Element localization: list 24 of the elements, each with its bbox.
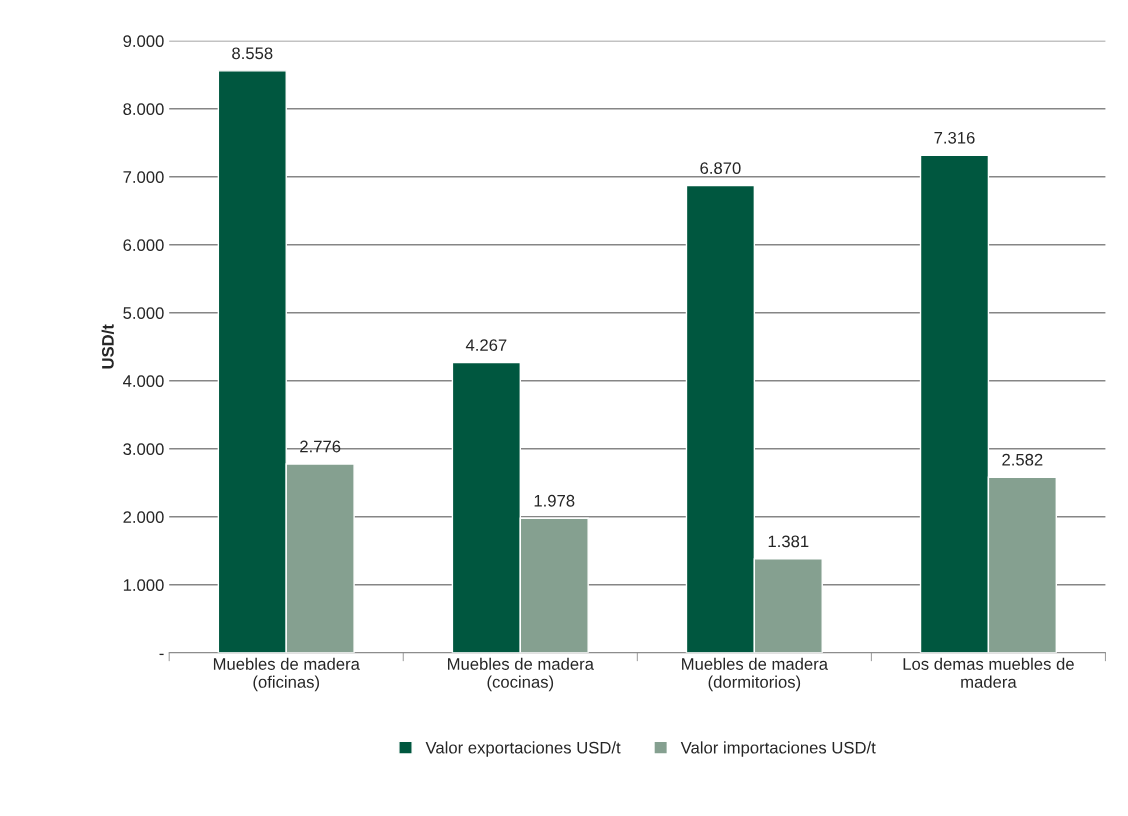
y-tick-label: 2.000 — [123, 511, 164, 523]
data-label: 2.582 — [1002, 453, 1043, 466]
y-tick-label: - — [159, 653, 164, 656]
y-tick-label: 3.000 — [123, 443, 164, 455]
y-tick-label: 6.000 — [123, 239, 164, 251]
x-tick-label: Muebles de madera (cocinas) — [448, 657, 594, 692]
data-label: 1.978 — [534, 494, 575, 507]
data-label: 4.267 — [465, 339, 507, 352]
data-label: 8.558 — [232, 47, 273, 60]
y-tick-label: 5.000 — [123, 307, 164, 319]
y-axis-title: USD/t — [101, 324, 114, 369]
y-tick-label: 1.000 — [123, 579, 164, 591]
data-label: 6.870 — [700, 162, 741, 175]
legend-label: Valor exportaciones USD/t — [425, 741, 621, 757]
y-tick-label: 8.000 — [123, 103, 164, 115]
x-tick-label: Muebles de madera (dormitorios) — [682, 657, 829, 692]
y-tick-label: 4.000 — [123, 375, 164, 387]
data-label: 1.381 — [768, 535, 809, 548]
y-tick-label: 7.000 — [123, 171, 164, 183]
x-tick-label: Los demas muebles de madera — [903, 657, 1074, 688]
legend-label: Valor importaciones USD/t — [680, 741, 876, 757]
y-tick-label: 9.000 — [123, 35, 164, 47]
data-label: 7.316 — [934, 131, 975, 144]
x-tick-label: Muebles de madera (oficinas) — [213, 657, 360, 692]
